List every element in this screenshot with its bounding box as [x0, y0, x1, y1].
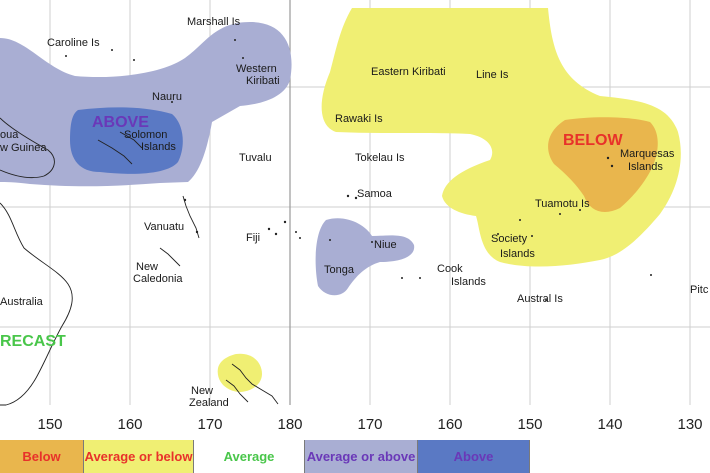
below-zone-label: BELOW: [563, 132, 623, 149]
place-new-zealand-2: Zealand: [189, 397, 229, 409]
place-labels: Marshall Is Caroline Is Western Kiribati…: [0, 16, 709, 409]
tick-label: 170: [197, 416, 222, 433]
place-new-zealand-1: New: [191, 385, 213, 397]
place-solomon-1: Solomon: [124, 129, 167, 141]
legend: Below Average or below Average Average o…: [0, 440, 710, 473]
legend-average: Average: [194, 440, 305, 473]
region-average-or-above-niue: [315, 218, 415, 296]
legend-average-or-below: Average or below: [84, 440, 194, 473]
legend-label: Above: [453, 449, 494, 464]
place-austral-is: Austral Is: [517, 293, 563, 305]
coastlines: [0, 117, 279, 406]
tick-label: 160: [437, 416, 462, 433]
legend-average-or-above: Average or above: [305, 440, 418, 473]
place-niue: Niue: [374, 239, 397, 251]
small-islands: [65, 39, 652, 301]
legend-below: Below: [0, 440, 84, 473]
place-cook-1: Cook: [437, 263, 463, 275]
place-png-2: w Guinea: [0, 142, 47, 154]
place-western-kiribati-1: Western: [236, 63, 277, 75]
longitude-axis: 150 160 170 180 170 160 150 140 130: [37, 416, 702, 433]
tick-label: 140: [597, 416, 622, 433]
place-tuamotu-is: Tuamotu Is: [535, 198, 590, 210]
place-rawaki-is: Rawaki Is: [335, 113, 383, 125]
place-solomon-2: Islands: [141, 141, 176, 153]
place-new-caledonia-1: New: [136, 261, 158, 273]
tick-label: 130: [677, 416, 702, 433]
place-eastern-kiribati: Eastern Kiribati: [371, 66, 446, 78]
place-western-kiribati-2: Kiribati: [246, 75, 280, 87]
place-pitcairn: Pitc: [690, 284, 709, 296]
place-png-1: oua: [0, 129, 19, 141]
forecast-label: RECAST: [0, 333, 66, 350]
tick-label: 150: [517, 416, 542, 433]
place-society-2: Islands: [500, 248, 535, 260]
legend-label: Average or below: [84, 449, 193, 464]
place-nauru: Nauru: [152, 91, 182, 103]
place-marshall-is: Marshall Is: [187, 16, 241, 28]
forecast-map: ABOVE BELOW RECAST Marshall Is Caroline …: [0, 0, 710, 409]
region-below: [548, 117, 658, 212]
tick-label: 150: [37, 416, 62, 433]
legend-above: Above: [418, 440, 530, 473]
place-society-1: Society: [491, 233, 528, 245]
place-tuvalu: Tuvalu: [239, 152, 272, 164]
legend-label: Average or above: [306, 449, 416, 464]
place-australia: Australia: [0, 296, 44, 308]
place-tokelau-is: Tokelau Is: [355, 152, 405, 164]
place-vanuatu: Vanuatu: [144, 221, 184, 233]
legend-label: Below: [22, 449, 61, 464]
legend-label: Average: [223, 449, 275, 464]
region-above: [70, 107, 183, 174]
place-new-caledonia-2: Caledonia: [133, 273, 183, 285]
above-zone-label: ABOVE: [92, 114, 149, 131]
place-marquesas-2: Islands: [628, 161, 663, 173]
place-line-is: Line Is: [476, 69, 509, 81]
tick-label: 170: [357, 416, 382, 433]
place-fiji: Fiji: [246, 232, 260, 244]
place-tonga: Tonga: [324, 264, 355, 276]
place-cook-2: Islands: [451, 276, 486, 288]
tick-label: 160: [117, 416, 142, 433]
place-caroline-is: Caroline Is: [47, 37, 100, 49]
tick-label: 180: [277, 416, 302, 433]
place-samoa: Samoa: [357, 188, 393, 200]
place-marquesas-1: Marquesas: [620, 148, 675, 160]
